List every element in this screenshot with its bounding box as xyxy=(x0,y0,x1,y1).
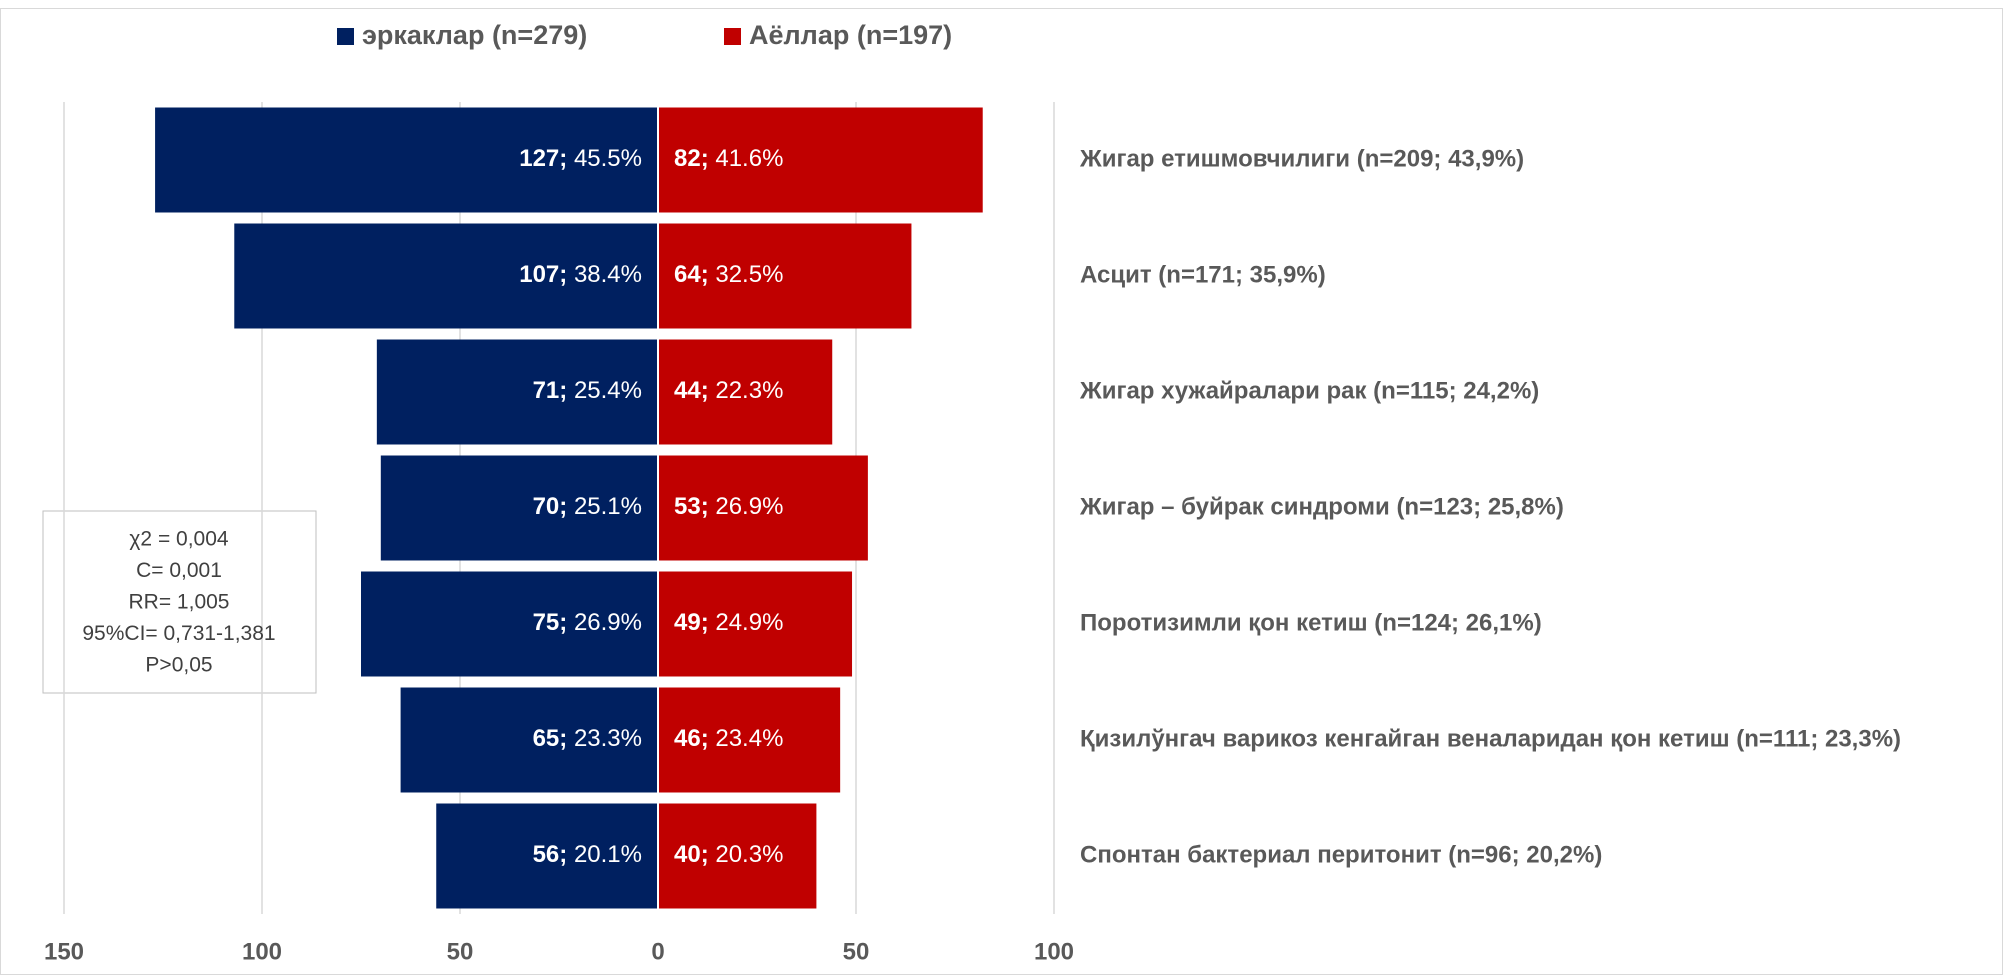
data-label-value: 127; xyxy=(519,145,567,172)
data-label-value: 40; xyxy=(674,841,709,868)
x-tick-label: 150 xyxy=(44,938,84,965)
data-label: 53; 26.9% xyxy=(674,493,783,520)
stats-text: P>0,05 xyxy=(145,654,212,677)
data-label-percent: 23.3% xyxy=(574,725,642,752)
data-label-value: 70; xyxy=(533,493,568,520)
data-label-percent: 24.9% xyxy=(715,609,783,636)
data-label-value: 53; xyxy=(674,493,709,520)
data-label: 127; 45.5% xyxy=(519,145,642,172)
category-label: Асцит (n=171; 35,9%) xyxy=(1080,261,1326,288)
data-label-value: 56; xyxy=(533,841,568,868)
data-label-percent: 25.4% xyxy=(574,377,642,404)
data-label-value: 44; xyxy=(674,377,709,404)
stats-text: χ2 = 0,004 xyxy=(129,528,229,551)
data-label-percent: 45.5% xyxy=(574,145,642,172)
data-label-percent: 20.3% xyxy=(715,841,783,868)
category-label: Жигар – буйрак синдроми (n=123; 25,8%) xyxy=(1079,493,1564,520)
bar xyxy=(361,571,658,677)
bar xyxy=(155,107,658,213)
data-label-value: 71; xyxy=(533,377,568,404)
bar xyxy=(658,107,983,213)
bar xyxy=(658,339,833,445)
x-tick-label: 100 xyxy=(1034,938,1074,965)
data-label-percent: 23.4% xyxy=(715,725,783,752)
bar xyxy=(400,687,658,793)
category-label: Поротизимли қон кетиш (n=124; 26,1%) xyxy=(1080,609,1542,636)
x-tick-label: 0 xyxy=(651,938,664,965)
x-tick-label: 50 xyxy=(843,938,870,965)
bar xyxy=(376,339,658,445)
bar xyxy=(658,223,912,329)
bar xyxy=(234,223,658,329)
data-label-value: 46; xyxy=(674,725,709,752)
bar xyxy=(658,571,853,677)
data-label: 65; 23.3% xyxy=(533,725,642,752)
bar xyxy=(658,455,868,561)
data-label: 49; 24.9% xyxy=(674,609,783,636)
data-label: 71; 25.4% xyxy=(533,377,642,404)
x-tick-label: 50 xyxy=(447,938,474,965)
data-label-percent: 26.9% xyxy=(574,609,642,636)
bar xyxy=(658,687,841,793)
data-label: 75; 26.9% xyxy=(533,609,642,636)
bar xyxy=(658,803,817,909)
chart-border xyxy=(0,8,2003,975)
legend-label: эркаклар (n=279) xyxy=(362,20,587,50)
data-label: 64; 32.5% xyxy=(674,261,783,288)
data-label-percent: 41.6% xyxy=(715,145,783,172)
data-label-percent: 38.4% xyxy=(574,261,642,288)
data-label: 70; 25.1% xyxy=(533,493,642,520)
data-label: 44; 22.3% xyxy=(674,377,783,404)
data-label: 46; 23.4% xyxy=(674,725,783,752)
stats-text: RR= 1,005 xyxy=(129,591,230,614)
legend-swatch xyxy=(337,28,354,45)
x-tick-label: 100 xyxy=(242,938,282,965)
data-label-value: 64; xyxy=(674,261,709,288)
data-label: 40; 20.3% xyxy=(674,841,783,868)
data-label-percent: 25.1% xyxy=(574,493,642,520)
stats-text: C= 0,001 xyxy=(136,559,222,582)
data-label-value: 49; xyxy=(674,609,709,636)
category-label: Жигар хужайралари рак (n=115; 24,2%) xyxy=(1079,377,1539,404)
stats-text: 95%CI= 0,731-1,381 xyxy=(82,622,275,645)
data-label-value: 75; xyxy=(533,609,568,636)
legend-swatch xyxy=(724,28,741,45)
data-label-percent: 32.5% xyxy=(715,261,783,288)
data-label-percent: 20.1% xyxy=(574,841,642,868)
category-label: Қизилўнгач варикоз кенгайган веналаридан… xyxy=(1080,725,1901,752)
category-label: Спонтан бактериал перитонит (n=96; 20,2%… xyxy=(1080,841,1602,868)
category-label: Жигар етишмовчилиги (n=209; 43,9%) xyxy=(1079,145,1524,172)
bar xyxy=(436,803,658,909)
data-label: 56; 20.1% xyxy=(533,841,642,868)
data-label-value: 82; xyxy=(674,145,709,172)
data-label-value: 107; xyxy=(519,261,567,288)
bar xyxy=(380,455,658,561)
legend-label: Аёллар (n=197) xyxy=(749,20,952,50)
data-label-percent: 22.3% xyxy=(715,377,783,404)
stats-box xyxy=(42,510,317,694)
data-label-percent: 26.9% xyxy=(715,493,783,520)
data-label: 82; 41.6% xyxy=(674,145,783,172)
data-label: 107; 38.4% xyxy=(519,261,642,288)
data-label-value: 65; xyxy=(533,725,568,752)
